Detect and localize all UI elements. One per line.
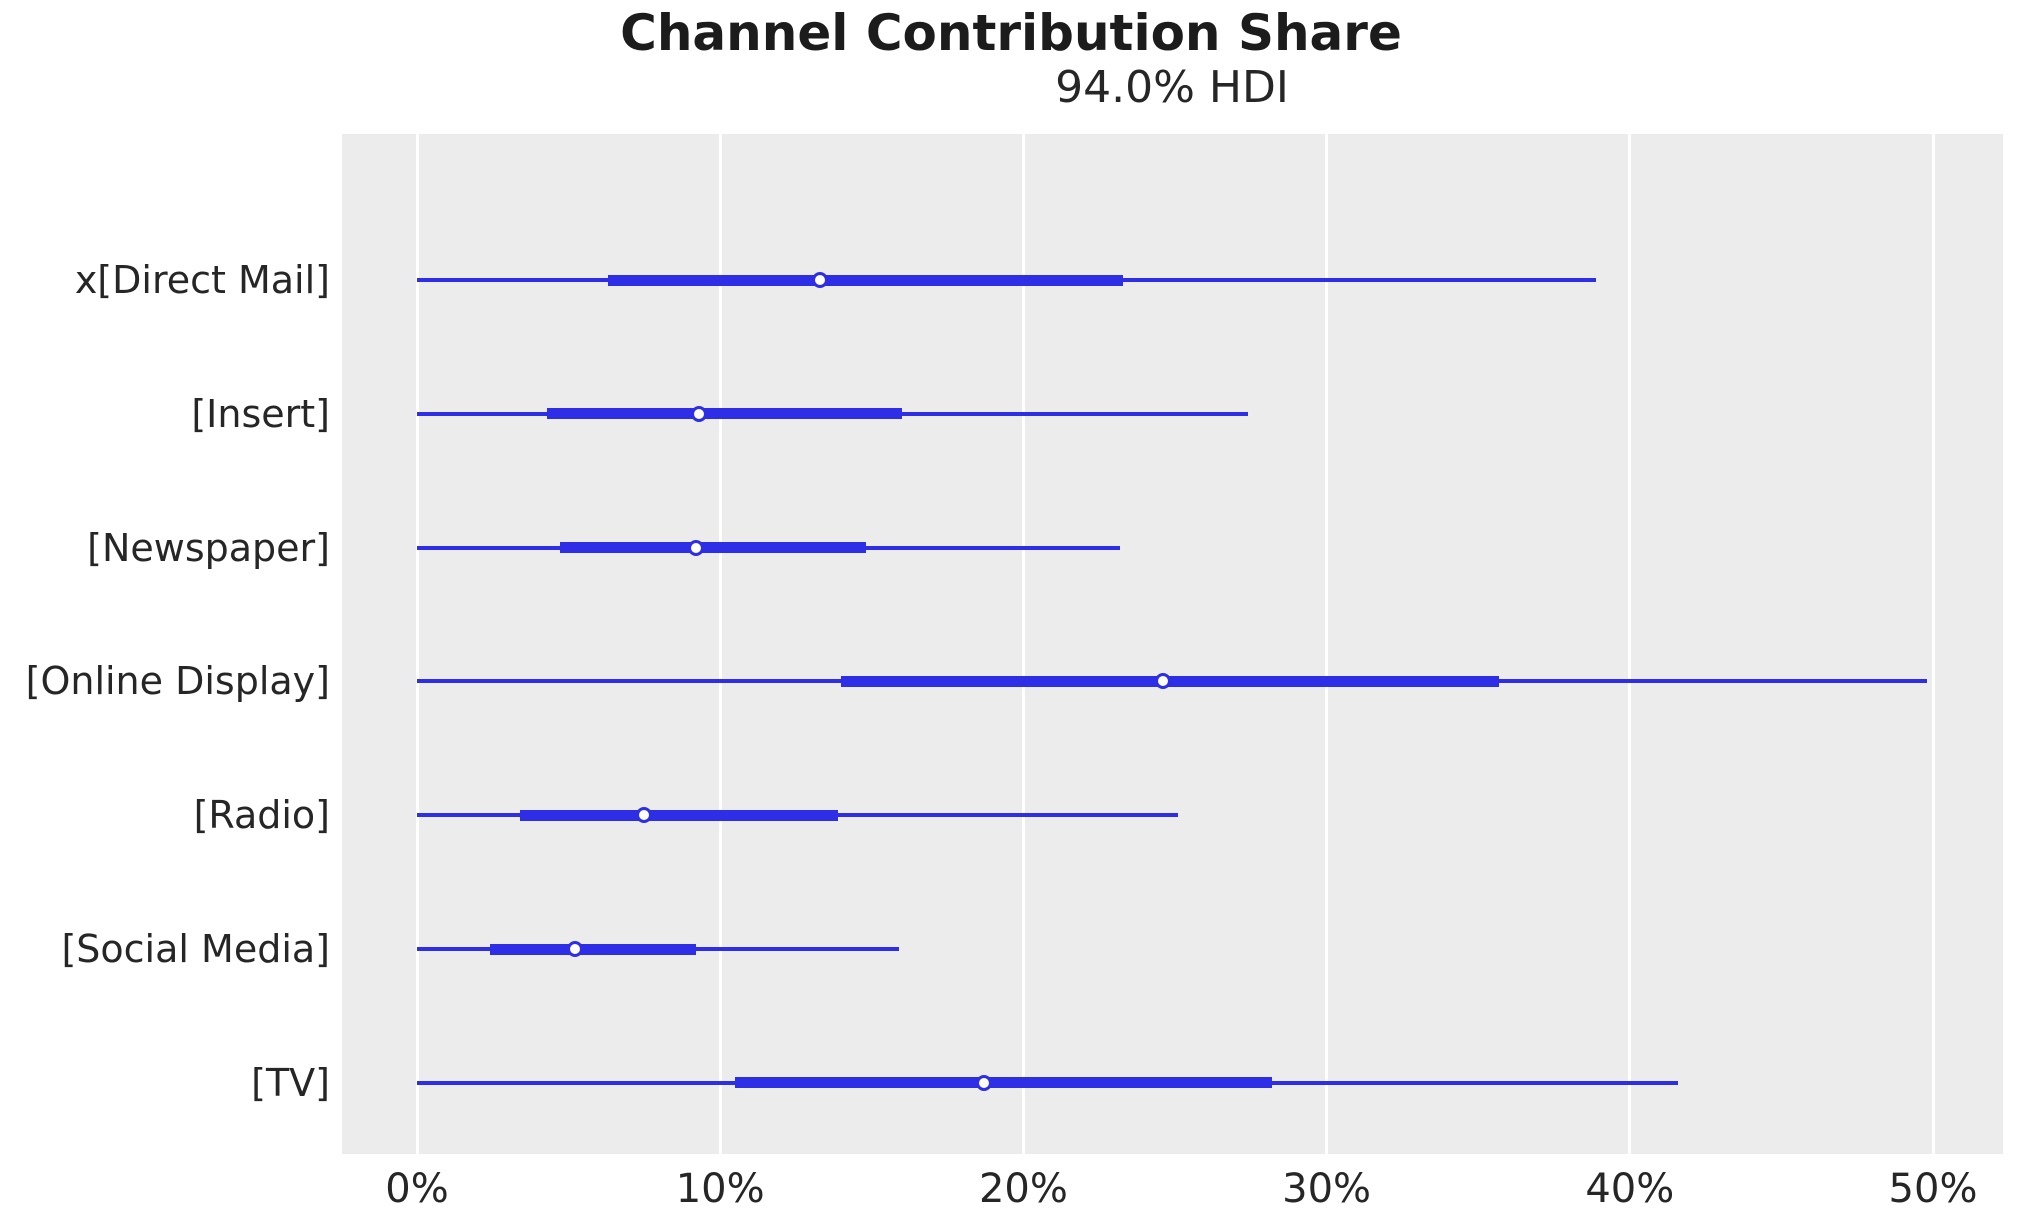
y-tick-label: x[Direct Mail] <box>74 258 330 302</box>
y-tick-label: [Newspaper] <box>87 525 330 570</box>
x-tick-label: 0% <box>385 1166 449 1212</box>
x-tick-label: 10% <box>675 1166 765 1212</box>
gridline-50% <box>1931 134 1935 1154</box>
y-tick-label: [Social Media] <box>61 927 330 972</box>
median-point-marker <box>975 1074 992 1091</box>
y-tick-label: [Insert] <box>191 391 330 436</box>
median-point-marker <box>690 405 707 422</box>
interquartile-bar <box>489 943 696 955</box>
y-tick-label: [TV] <box>251 1060 330 1105</box>
median-point-marker <box>1154 673 1171 690</box>
chart-subtitle-hdi: 94.0% HDI <box>1055 62 1289 113</box>
gridline-40% <box>1628 134 1632 1154</box>
interquartile-bar <box>735 1077 1273 1089</box>
interquartile-bar <box>547 408 903 420</box>
median-point-marker <box>687 539 704 556</box>
median-point-marker <box>812 272 829 288</box>
gridline-0% <box>415 134 419 1154</box>
plot-area <box>342 134 2003 1154</box>
x-tick-label: 20% <box>978 1166 1068 1212</box>
y-tick-label: [Online Display] <box>25 659 330 704</box>
interquartile-bar <box>559 542 866 554</box>
median-point-marker <box>566 941 583 958</box>
gridline-10% <box>718 134 722 1154</box>
y-tick-label: [Radio] <box>193 793 330 838</box>
median-point-marker <box>636 807 653 824</box>
x-tick-label: 50% <box>1888 1166 1978 1212</box>
interquartile-bar <box>608 274 1124 286</box>
gridline-20% <box>1021 134 1025 1154</box>
gridline-30% <box>1325 134 1329 1154</box>
x-tick-label: 30% <box>1282 1166 1372 1212</box>
x-tick-label: 40% <box>1585 1166 1675 1212</box>
interquartile-bar <box>520 809 839 821</box>
chart-title: Channel Contribution Share <box>620 4 1402 62</box>
